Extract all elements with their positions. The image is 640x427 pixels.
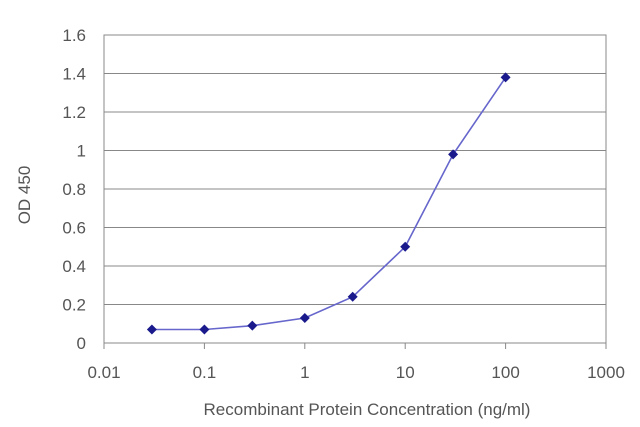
y-tick-label: 0.6: [62, 219, 86, 238]
y-axis-ticks: 0 0.2 0.4 0.6 0.8 1 1.2 1.4 1.6: [62, 26, 86, 353]
grid-lines: [104, 73, 606, 305]
x-tick-label: 0.1: [193, 363, 217, 382]
series-line: [151, 76, 507, 331]
series-group: [146, 72, 511, 335]
data-point: [247, 320, 258, 331]
y-tick-label: 0: [77, 334, 86, 353]
x-tick-label: 10: [396, 363, 415, 382]
data-point: [400, 241, 411, 252]
y-tick-label: 1: [77, 142, 86, 161]
y-tick-label: 1.2: [62, 103, 86, 122]
y-tick-label: 0.2: [62, 296, 86, 315]
x-tick-label: 0.01: [87, 363, 120, 382]
y-tick-label: 1.6: [62, 26, 86, 45]
data-point: [299, 312, 310, 323]
data-point: [199, 324, 210, 335]
y-tick-label: 0.4: [62, 257, 86, 276]
x-axis-title: Recombinant Protein Concentration (ng/ml…: [204, 400, 531, 419]
data-point: [448, 149, 459, 160]
data-point: [500, 72, 511, 83]
y-axis-title: OD 450: [15, 166, 34, 225]
y-tick-label: 1.4: [62, 65, 86, 84]
x-tick-label: 100: [491, 363, 519, 382]
plot-area-border: [103, 34, 607, 344]
data-point: [347, 291, 358, 302]
x-tick-label: 1000: [587, 363, 625, 382]
data-point: [146, 324, 157, 335]
y-tick-label: 0.8: [62, 180, 86, 199]
x-axis-ticks: 0.01 0.1 1 10 100 1000: [87, 343, 625, 382]
x-tick-label: 1: [300, 363, 309, 382]
